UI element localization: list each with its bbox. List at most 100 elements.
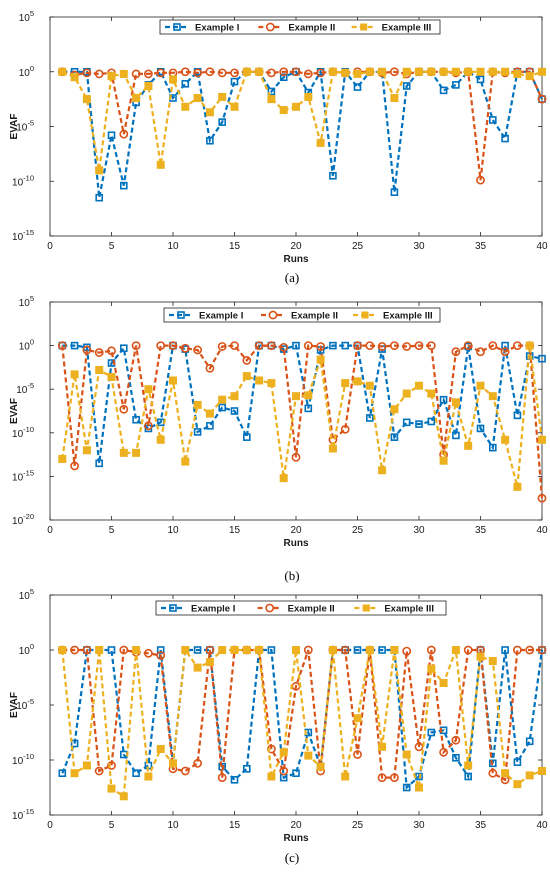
data-point [205, 409, 214, 418]
data-point [501, 769, 510, 778]
data-point [303, 645, 313, 655]
data-point [316, 355, 325, 364]
data-point [353, 69, 362, 78]
data-point [94, 766, 104, 776]
data-point [476, 381, 485, 390]
series-line [62, 70, 544, 181]
data-point [402, 67, 411, 76]
x-tick-label: 0 [47, 525, 53, 536]
data-point [70, 73, 79, 82]
data-point [70, 645, 79, 655]
data-point [205, 67, 215, 77]
data-point [427, 664, 436, 673]
data-point [205, 645, 215, 655]
chart-panel-2: 0 5 10 15 20 25 30 35 40 10-20 10-15 10-10 10-5 100 10… [9, 294, 548, 583]
x-tick-label: 15 [229, 820, 241, 831]
legend-label: Example I [195, 23, 239, 34]
data-point [107, 372, 116, 381]
data-point [180, 766, 190, 776]
data-point [537, 94, 547, 104]
data-point [156, 646, 165, 654]
y-tick-label: 10-20 [12, 512, 34, 527]
data-point [452, 753, 460, 762]
x-tick-label: 10 [167, 241, 179, 252]
series-line [61, 344, 544, 499]
y-tick-label: 100 [19, 338, 34, 353]
data-point [242, 356, 252, 365]
data-point [525, 771, 534, 780]
data-point [451, 735, 461, 745]
data-point [120, 344, 128, 353]
data-point [70, 341, 79, 350]
data-point [267, 87, 276, 96]
data-point [513, 482, 522, 491]
data-point [525, 737, 534, 746]
data-point [476, 652, 485, 661]
data-point [217, 342, 227, 351]
data-point [538, 767, 546, 775]
data-point [328, 646, 337, 654]
legend: Example I Example II Example III [159, 19, 441, 35]
data-point [291, 452, 301, 462]
x-tick-label: 30 [413, 525, 425, 536]
data-point [267, 379, 276, 388]
data-point [340, 645, 350, 655]
data-point [402, 783, 411, 792]
x-tick-label: 20 [290, 525, 302, 536]
data-point [218, 118, 226, 126]
y-tick-label: 10-15 [12, 468, 34, 483]
data-point [353, 714, 362, 723]
data-point [525, 72, 534, 81]
data-point [279, 748, 288, 757]
data-point [119, 448, 128, 457]
data-point [365, 341, 375, 350]
data-point [107, 72, 116, 81]
data-point [415, 67, 423, 76]
data-point [451, 347, 461, 357]
data-point [537, 493, 547, 503]
data-point [365, 381, 374, 390]
data-point [353, 377, 362, 386]
data-point [57, 341, 67, 350]
data-point [95, 646, 104, 654]
data-point [389, 67, 399, 77]
data-point [525, 341, 534, 350]
data-point [120, 181, 128, 190]
data-point [292, 646, 300, 654]
data-point [402, 418, 411, 427]
series-line [62, 344, 543, 464]
data-point [107, 784, 116, 793]
data-point [378, 646, 386, 654]
data-point [230, 646, 239, 654]
data-point [377, 342, 387, 351]
data-point [378, 466, 387, 475]
data-point [143, 69, 153, 79]
data-point [94, 69, 104, 79]
data-point [501, 435, 510, 444]
data-point [95, 193, 103, 202]
data-point [328, 67, 337, 76]
data-point [181, 79, 190, 88]
data-point [132, 448, 141, 457]
data-point [316, 68, 325, 78]
data-point [230, 77, 239, 86]
data-point [131, 341, 141, 350]
x-tick-label: 5 [109, 820, 115, 831]
data-point [58, 454, 67, 463]
legend-marker [265, 603, 275, 613]
data-point [415, 381, 423, 390]
y-axis-label: EVAF [9, 398, 20, 424]
data-point [390, 405, 399, 414]
plot-frame [49, 16, 543, 237]
data-point [463, 341, 473, 350]
data-point [132, 415, 140, 424]
data-point [451, 67, 460, 76]
data-point [488, 443, 497, 452]
data-point [439, 456, 448, 465]
y-tick-label: 10-5 [16, 697, 34, 712]
data-point [402, 342, 412, 351]
data-point [70, 769, 79, 778]
data-point [353, 83, 362, 91]
data-point [132, 646, 141, 654]
data-point [328, 444, 337, 453]
